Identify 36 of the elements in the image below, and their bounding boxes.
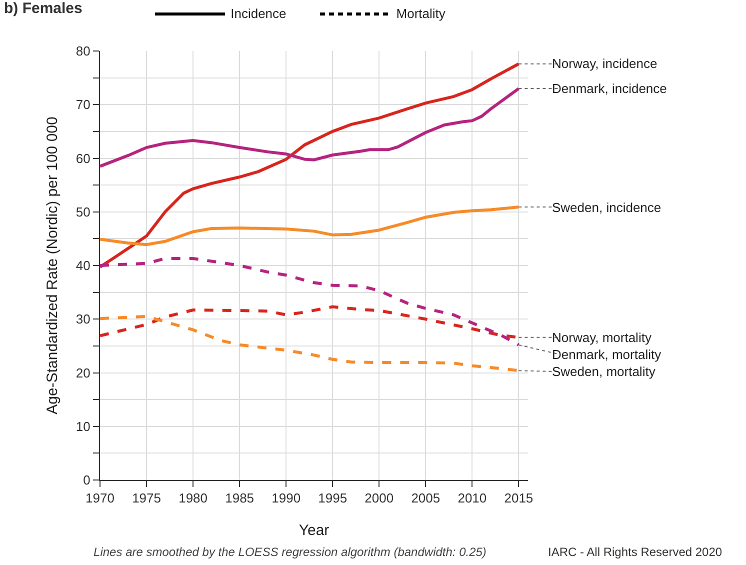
y-tick-label: 10 bbox=[76, 418, 90, 434]
y-tick-label: 0 bbox=[83, 472, 90, 488]
text: Denmark, incidence bbox=[552, 81, 667, 96]
x-tick-label: 1985 bbox=[225, 490, 254, 506]
y-axis-title: Age-Standardized Rate (Nordic) per 100 000 bbox=[44, 116, 62, 414]
y-tick-label: 30 bbox=[76, 312, 90, 327]
x-tick-label: 2005 bbox=[411, 490, 440, 506]
x-tick-label: 2010 bbox=[458, 490, 487, 506]
text: Sweden, incidence bbox=[552, 200, 662, 215]
text: Norway, mortality bbox=[552, 330, 652, 345]
x-tick-label: 1980 bbox=[178, 490, 208, 506]
line-series bbox=[100, 206, 520, 246]
x-tick-label: 1990 bbox=[272, 490, 301, 506]
y-tick-label: 80 bbox=[76, 44, 90, 59]
text: Denmark, mortality bbox=[552, 347, 662, 362]
y-tick-label: 60 bbox=[76, 150, 90, 166]
x-tick-label: 2015 bbox=[504, 490, 534, 506]
x-tick-label: 2000 bbox=[364, 490, 394, 506]
y-tick-label: 50 bbox=[76, 204, 90, 220]
x-tick-label: 1975 bbox=[132, 490, 161, 506]
line-series bbox=[100, 257, 520, 346]
text: Incidence bbox=[230, 6, 286, 21]
text: Lines are smoothed by the LOESS regression algorithm (bandwidth: 0.25) bbox=[92, 545, 488, 559]
text: IARC - All Rights Reserved 2020 bbox=[548, 545, 722, 559]
y-tick-label: 70 bbox=[76, 97, 90, 112]
line-series bbox=[100, 87, 520, 168]
x-axis-title: Year bbox=[298, 522, 330, 539]
y-tick-label: 20 bbox=[76, 365, 90, 380]
text: Mortality bbox=[396, 6, 446, 21]
x-tick-label: 1970 bbox=[86, 490, 114, 506]
text: Norway, incidence bbox=[552, 56, 658, 71]
chart-title: b) Females bbox=[4, 0, 82, 17]
line-series bbox=[100, 62, 520, 269]
y-tick-label: 40 bbox=[76, 258, 90, 274]
x-tick-label: 1995 bbox=[318, 490, 348, 506]
text: Sweden, mortality bbox=[552, 364, 656, 379]
